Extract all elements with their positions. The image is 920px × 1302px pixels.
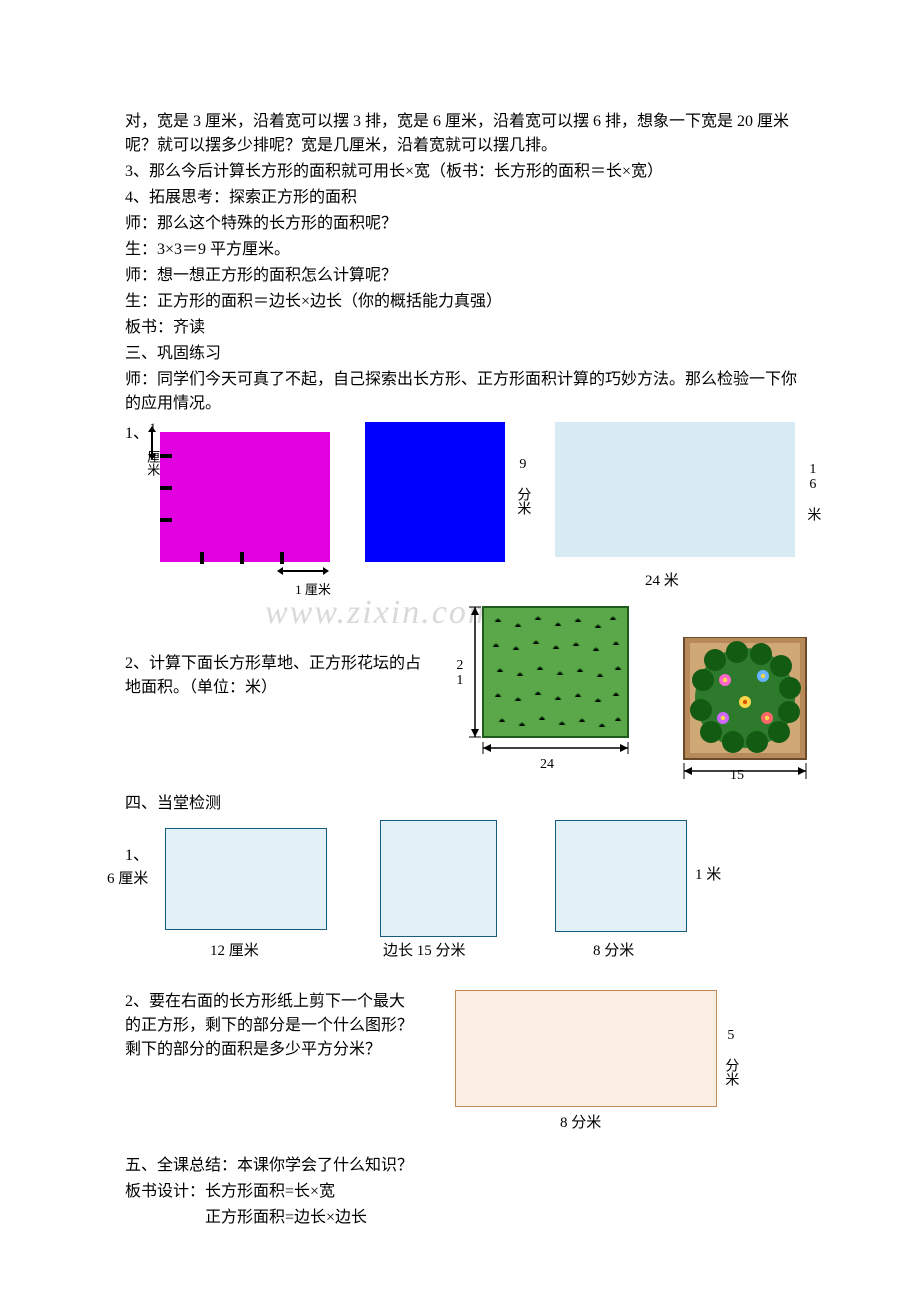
dim-label-24m: 24 米 — [645, 570, 679, 593]
exercise-check-1: 1、 6 厘米 12 厘米 边长 15 分米 1 米 8 分米 — [125, 820, 800, 980]
dim-arrow-h — [283, 570, 323, 572]
ruler-tick — [160, 486, 172, 490]
ruler-tick — [160, 518, 172, 522]
paper-h-label: 5 分米 — [723, 1028, 738, 1086]
dim-label-w1: 1 厘米 — [285, 580, 341, 600]
check-rect-1-h: 6 厘米 — [107, 868, 148, 891]
lawn-figure: 21 24 — [455, 602, 635, 780]
paper-w-label: 8 分米 — [560, 1112, 601, 1135]
para-2: 3、那么今后计算长方形的面积就可用长×宽（板书：长方形的面积＝长×宽） — [125, 160, 800, 184]
para-10: 师：同学们今天可真了不起，自己探索出长方形、正方形面积计算的巧妙方法。那么检验一… — [125, 368, 800, 416]
summary-line-2: 板书设计：长方形面积=长×宽 — [125, 1180, 800, 1204]
exercise-2-text: 2、计算下面长方形草地、正方形花坛的占地面积。（单位：米） — [125, 652, 430, 700]
check-2-text: 2、要在右面的长方形纸上剪下一个最大的正方形，剩下的部分是一个什么图形？剩下的部… — [125, 990, 415, 1062]
exercise-1-figures: 1、 1 厘米 1 厘米 9 分米 16 米 24 米 — [125, 422, 800, 612]
exercise-check-2: 2、要在右面的长方形纸上剪下一个最大的正方形，剩下的部分是一个什么图形？剩下的部… — [125, 990, 800, 1150]
flowerbed-w-label: 15 — [730, 765, 744, 786]
para-6: 师：想一想正方形的面积怎么计算呢？ — [125, 264, 800, 288]
dim-label-h1: 1 厘米 — [145, 420, 159, 476]
check-rect-2-w: 边长 15 分米 — [383, 940, 466, 963]
para-9: 三、巩固练习 — [125, 342, 800, 366]
para-3: 4、拓展思考：探索正方形的面积 — [125, 186, 800, 210]
para-8: 板书：齐读 — [125, 316, 800, 340]
magenta-square — [160, 432, 330, 562]
check-rect-3 — [555, 820, 687, 932]
blue-rect — [365, 422, 505, 562]
para-5: 生：3×3＝9 平方厘米。 — [125, 238, 800, 262]
check-rect-2 — [380, 820, 497, 937]
lawn-h-label: 21 — [452, 658, 467, 688]
check-rect-3-w: 8 分米 — [593, 940, 634, 963]
summary-line-3: 正方形面积=边长×边长 — [125, 1206, 800, 1230]
lawn-w-label: 24 — [540, 754, 554, 775]
lightblue-rect — [555, 422, 795, 557]
para-1: 对，宽是 3 厘米，沿着宽可以摆 3 排，宽是 6 厘米，沿着宽可以摆 6 排，… — [125, 110, 800, 158]
ruler-tick — [160, 454, 172, 458]
check-1-label: 1、 — [125, 844, 149, 868]
ruler-tick — [280, 552, 284, 564]
check-rect-1 — [165, 828, 327, 930]
para-7: 生：正方形的面积＝边长×边长（你的概括能力真强） — [125, 290, 800, 314]
paper-rect — [455, 990, 717, 1107]
dim-label-9fen: 9 分米 — [515, 457, 530, 515]
summary: 五、全课总结：本课你学会了什么知识？ 板书设计：长方形面积=长×宽 正方形面积=… — [125, 1154, 800, 1230]
para-4: 师：那么这个特殊的长方形的面积呢？ — [125, 212, 800, 236]
check-rect-3-h: 1 米 — [695, 864, 721, 887]
dim-label-16m: 16 米 — [805, 462, 820, 521]
ruler-tick — [200, 552, 204, 564]
check-rect-1-w: 12 厘米 — [210, 940, 259, 963]
ruler-tick — [240, 552, 244, 564]
flowerbed-figure: 15 — [670, 637, 820, 800]
exercise-2-figures: 2、计算下面长方形草地、正方形花坛的占地面积。（单位：米） — [125, 602, 800, 792]
summary-line-1: 五、全课总结：本课你学会了什么知识？ — [125, 1154, 800, 1178]
